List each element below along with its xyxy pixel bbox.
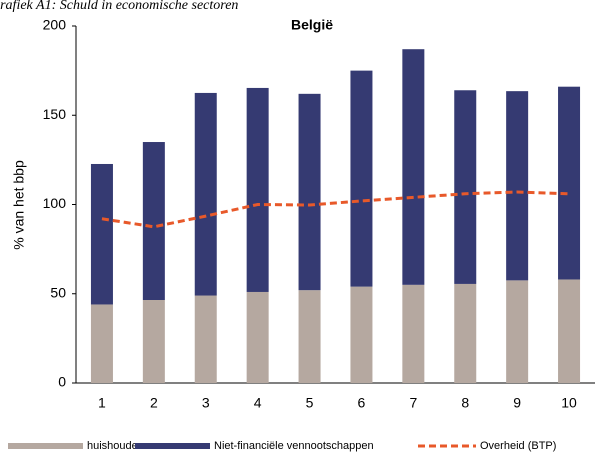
bar	[246, 87, 269, 292]
bar	[142, 142, 165, 300]
x-tick-label: 4	[254, 395, 262, 411]
caption: Grafiek A1: Schuld in economische sector…	[0, 0, 238, 13]
y-axis-label: % van het bbp	[11, 160, 27, 250]
bar	[194, 295, 217, 383]
y-tick-label: 100	[43, 195, 67, 211]
bar	[142, 299, 165, 383]
legend-swatch	[135, 443, 210, 449]
bar	[350, 70, 373, 287]
y-tick-label: 200	[43, 17, 67, 33]
y-tick-label: 150	[43, 106, 67, 122]
legend-label: Niet-financiële vennootschappen	[214, 440, 374, 452]
bar	[350, 286, 373, 383]
bar	[298, 93, 321, 291]
x-tick-label: 2	[150, 395, 158, 411]
legend-label: huishoudens	[87, 440, 150, 452]
bar	[506, 91, 529, 281]
legend: huishoudens Niet-financiële vennootschapp…	[8, 440, 556, 452]
x-tick-label: 3	[202, 395, 210, 411]
bar	[454, 90, 477, 284]
bar	[194, 92, 217, 296]
bar	[454, 283, 477, 383]
bar	[558, 279, 581, 383]
y-tick-label: 0	[58, 374, 66, 390]
x-tick-label: 9	[513, 395, 521, 411]
bar	[298, 290, 321, 383]
bar	[90, 163, 113, 305]
chart-title: België	[291, 17, 333, 33]
x-tick-label: 8	[461, 395, 469, 411]
y-tick-label: 50	[50, 284, 66, 300]
legend-label: Overheid (BTP)	[480, 440, 556, 452]
bar	[90, 304, 113, 383]
x-tick-label: 1	[98, 395, 106, 411]
bar	[402, 284, 425, 383]
x-tick-label: 5	[306, 395, 314, 411]
x-tick-label: 7	[409, 395, 417, 411]
bar	[506, 280, 529, 383]
line	[101, 190, 570, 229]
bar	[402, 49, 425, 285]
x-tick-label: 10	[561, 395, 577, 411]
bar	[246, 291, 269, 383]
legend-swatch	[8, 443, 83, 449]
x-tick-label: 6	[358, 395, 366, 411]
bar	[558, 86, 581, 280]
